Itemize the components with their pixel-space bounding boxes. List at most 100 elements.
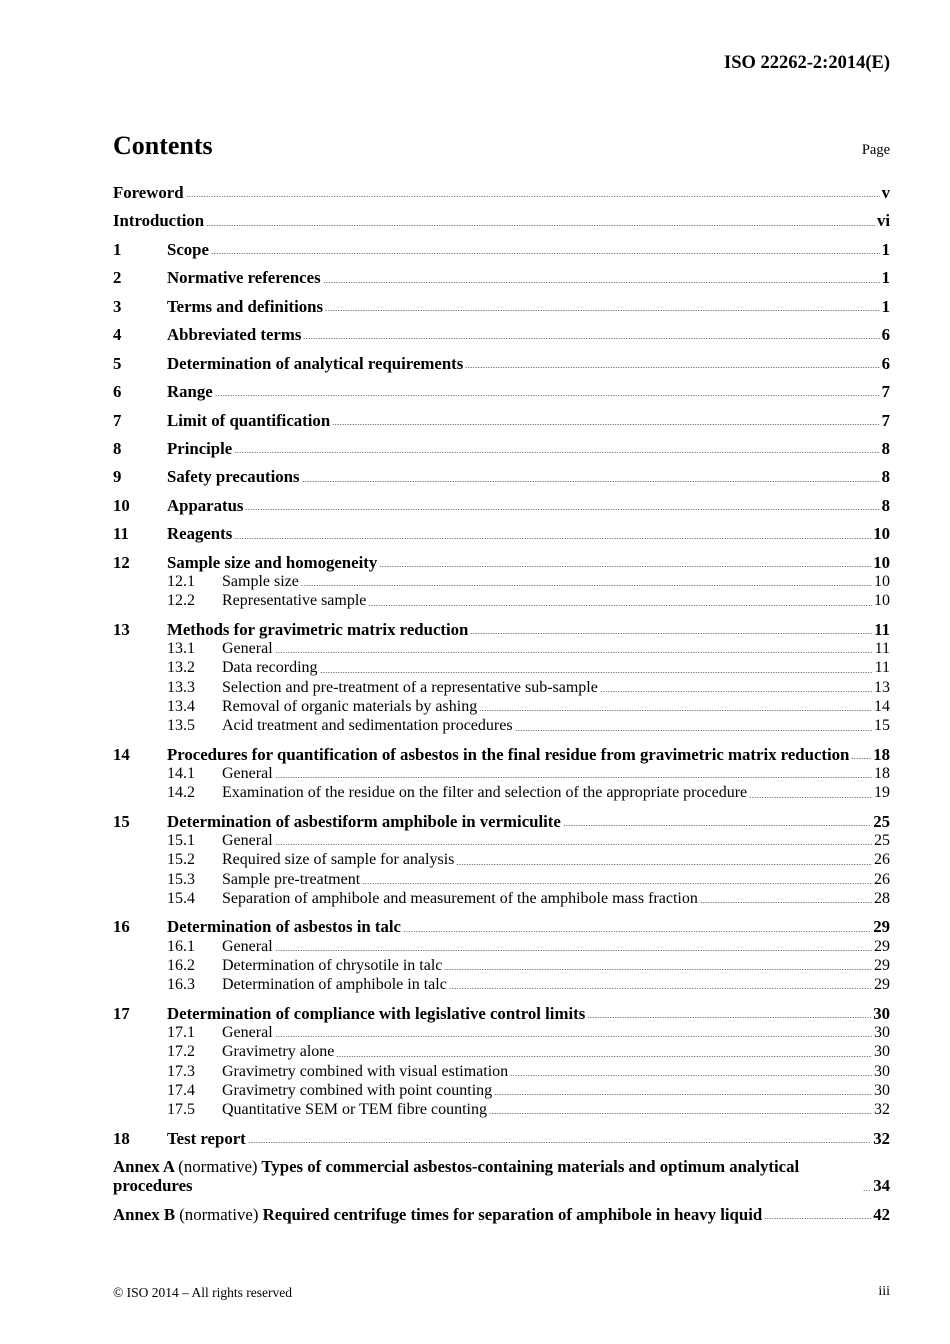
- toc-subentry[interactable]: 12.1 Sample size 10: [113, 572, 890, 591]
- dot-leader: [514, 729, 872, 731]
- toc-group: 6 Range 7: [113, 382, 890, 401]
- toc-entry[interactable]: 17 Determination of compliance with legis…: [113, 1004, 890, 1023]
- subentry-title[interactable]: Separation of amphibole and measurement …: [222, 889, 698, 907]
- toc-subentry[interactable]: 13.4 Removal of organic materials by ashi…: [113, 697, 890, 716]
- entry-title[interactable]: Terms and definitions: [167, 296, 324, 316]
- toc-entry[interactable]: 1 Scope 1: [113, 240, 890, 259]
- subentry-title[interactable]: Removal of organic materials by ashing: [222, 697, 478, 715]
- entry-title[interactable]: Limit of quantification: [167, 410, 331, 430]
- toc-entry[interactable]: 6 Range 7: [113, 382, 890, 401]
- toc-entry[interactable]: 11 Reagents 10: [113, 524, 890, 543]
- entry-title[interactable]: Introduction: [113, 211, 205, 231]
- subentry-title[interactable]: Gravimetry combined with visual estimati…: [222, 1062, 509, 1080]
- toc-subentry[interactable]: 15.3 Sample pre-treatment 26: [113, 870, 890, 889]
- subentry-title[interactable]: General: [222, 831, 273, 849]
- entry-title[interactable]: Procedures for quantification of asbesto…: [167, 744, 850, 764]
- entry-title[interactable]: Determination of compliance with legisla…: [167, 1003, 586, 1023]
- entry-title[interactable]: Reagents: [167, 524, 233, 544]
- annex-title[interactable]: Types of commercial asbestos-containing …: [113, 1156, 800, 1196]
- toc-entry[interactable]: 2 Normative references 1: [113, 268, 890, 287]
- entry-title[interactable]: Normative references: [167, 268, 321, 288]
- entry-title[interactable]: Sample size and homogeneity: [167, 552, 378, 572]
- toc-entry[interactable]: 14 Procedures for quantification of asbes…: [113, 745, 890, 764]
- toc-subentry[interactable]: 13.2 Data recording 11: [113, 658, 890, 677]
- subentry-title[interactable]: Representative sample: [222, 592, 367, 610]
- toc-subentry[interactable]: 14.1 General 18: [113, 764, 890, 783]
- subentry-title[interactable]: General: [222, 640, 273, 658]
- subentry-title[interactable]: General: [222, 1023, 273, 1041]
- toc-subentry[interactable]: 13.3 Selection and pre-treatment of a rep…: [113, 678, 890, 697]
- subentry-title[interactable]: Selection and pre-treatment of a represe…: [222, 678, 598, 696]
- annex-title-block[interactable]: Annex B (normative) Required centrifuge …: [113, 1205, 762, 1224]
- toc-entry[interactable]: 5 Determination of analytical requirement…: [113, 354, 890, 373]
- toc-subentry[interactable]: 16.2 Determination of chrysotile in talc 2…: [113, 956, 890, 975]
- toc-subentry[interactable]: 17.2 Gravimetry alone 30: [113, 1042, 890, 1061]
- toc-entry[interactable]: 4 Abbreviated terms 6: [113, 325, 890, 344]
- toc-annex-entry[interactable]: Annex A (normative) Types of commercial …: [113, 1157, 890, 1196]
- toc-subentry[interactable]: 14.2 Examination of the residue on the fi…: [113, 783, 890, 802]
- subentry-title[interactable]: General: [222, 764, 273, 782]
- annex-title-block[interactable]: Annex A (normative) Types of commercial …: [113, 1157, 861, 1196]
- toc-group: 4 Abbreviated terms 6: [113, 325, 890, 344]
- entry-title[interactable]: Methods for gravimetric matrix reduction: [167, 619, 469, 639]
- entry-title[interactable]: Safety precautions: [167, 467, 300, 487]
- toc-subentry[interactable]: 17.4 Gravimetry combined with point count…: [113, 1081, 890, 1100]
- subentry-title[interactable]: Data recording: [222, 659, 318, 677]
- toc-subentry[interactable]: 17.3 Gravimetry combined with visual esti…: [113, 1062, 890, 1081]
- entry-title[interactable]: Test report: [167, 1128, 246, 1148]
- dot-leader: [494, 1094, 872, 1096]
- subentry-title[interactable]: Required size of sample for analysis: [222, 851, 455, 869]
- toc-entry[interactable]: 15 Determination of asbestiform amphibole…: [113, 812, 890, 831]
- toc-subentry[interactable]: 16.1 General 29: [113, 937, 890, 956]
- toc-subentry[interactable]: 12.2 Representative sample 10: [113, 591, 890, 610]
- subentry-title[interactable]: Quantitative SEM or TEM fibre counting: [222, 1101, 487, 1119]
- subentry-title[interactable]: Determination of amphibole in talc: [222, 976, 447, 994]
- toc-entry[interactable]: 7 Limit of quantification 7: [113, 411, 890, 430]
- toc-entry[interactable]: 10 Apparatus 8: [113, 496, 890, 515]
- toc-entry[interactable]: 13 Methods for gravimetric matrix reducti…: [113, 620, 890, 639]
- subentry-page: 28: [874, 889, 890, 907]
- subentry-number: 13.4: [167, 697, 195, 715]
- entry-page: vi: [876, 211, 890, 231]
- toc-entry[interactable]: Introduction vi: [113, 211, 890, 230]
- toc-subentry[interactable]: 17.5 Quantitative SEM or TEM fibre counti…: [113, 1100, 890, 1119]
- toc-group: 7 Limit of quantification 7: [113, 411, 890, 430]
- toc-subentry[interactable]: 13.1 General 11: [113, 639, 890, 658]
- entry-title[interactable]: Foreword: [113, 183, 184, 202]
- toc-subentry[interactable]: 15.4 Separation of amphibole and measurem…: [113, 889, 890, 908]
- toc-entry[interactable]: 3 Terms and definitions 1: [113, 297, 890, 316]
- entry-title[interactable]: Principle: [167, 438, 233, 458]
- dot-leader: [448, 988, 872, 990]
- toc-subentry[interactable]: 15.1 General 25: [113, 831, 890, 850]
- entry-title[interactable]: Apparatus: [167, 495, 244, 515]
- toc-entry[interactable]: 8 Principle 8: [113, 439, 890, 458]
- subentry-title[interactable]: Gravimetry alone: [222, 1043, 335, 1061]
- toc-entry[interactable]: 12 Sample size and homogeneity 10: [113, 553, 890, 572]
- subentry-title[interactable]: Sample pre-treatment: [222, 870, 361, 888]
- toc-subentry[interactable]: 16.3 Determination of amphibole in talc 29: [113, 975, 890, 994]
- toc-subentry[interactable]: 13.5 Acid treatment and sedimentation pro…: [113, 716, 890, 735]
- toc-entry[interactable]: 16 Determination of asbestos in talc 29: [113, 917, 890, 936]
- toc-subentry[interactable]: 17.1 General 30: [113, 1023, 890, 1042]
- entry-title[interactable]: Determination of asbestiform amphibole i…: [167, 811, 561, 831]
- entry-title[interactable]: Determination of asbestos in talc: [167, 917, 401, 937]
- entry-title[interactable]: Determination of analytical requirements: [167, 353, 464, 373]
- annex-title[interactable]: Required centrifuge times for separation…: [262, 1204, 763, 1224]
- subentry-title[interactable]: Acid treatment and sedimentation procedu…: [222, 717, 513, 735]
- toc-entry[interactable]: 9 Safety precautions 8: [113, 467, 890, 486]
- entry-number: 8: [113, 438, 122, 458]
- toc-entry[interactable]: 18 Test report 32: [113, 1129, 890, 1148]
- toc-subentry[interactable]: 15.2 Required size of sample for analysis…: [113, 850, 890, 869]
- toc-annex-entry[interactable]: Annex B (normative) Required centrifuge …: [113, 1205, 890, 1224]
- entry-title[interactable]: Scope: [167, 239, 209, 259]
- entry-title[interactable]: Range: [167, 382, 213, 402]
- subentry-title[interactable]: Examination of the residue on the filter…: [222, 784, 748, 802]
- toc-entry[interactable]: Foreword v: [113, 183, 890, 202]
- entry-number: 17: [113, 1003, 130, 1023]
- subentry-title[interactable]: General: [222, 937, 273, 955]
- entry-title[interactable]: Abbreviated terms: [167, 325, 302, 345]
- subentry-title[interactable]: Determination of chrysotile in talc: [222, 956, 443, 974]
- subentry-title[interactable]: Gravimetry combined with point counting: [222, 1081, 493, 1099]
- entry-page: 7: [881, 382, 890, 402]
- subentry-title[interactable]: Sample size: [222, 572, 299, 590]
